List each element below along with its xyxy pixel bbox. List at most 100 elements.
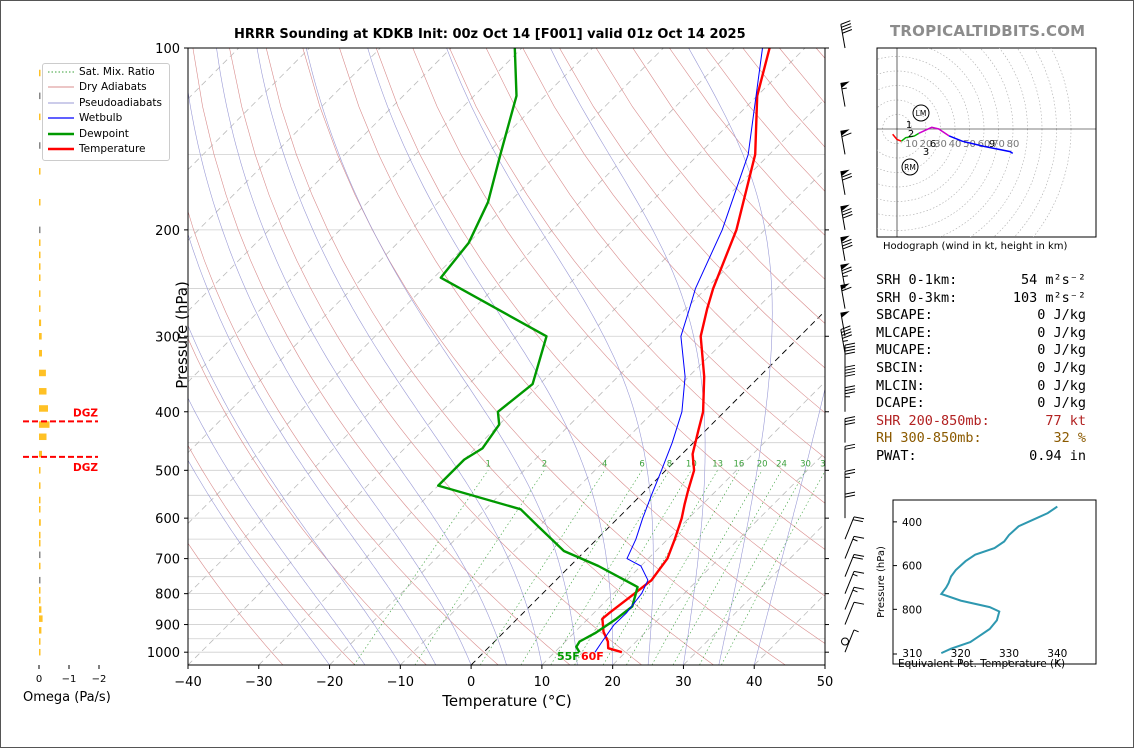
stat-value: 77 kt [1045, 412, 1086, 429]
stat-value: 0 J/kg [1037, 324, 1086, 341]
sounding-parameters: SRH 0-1km: 54 m²s⁻² SRH 0-3km: 103 m²s⁻² SBC… [876, 272, 1086, 466]
hodograph-ring-label: 20 [920, 139, 933, 150]
y-tick-label: 600 [155, 512, 180, 527]
omega-bar [39, 482, 41, 489]
legend-item: Dry Adiabats [43, 80, 169, 96]
dry-adiabat [192, 48, 571, 665]
isotherm [612, 452, 825, 665]
isotherm [188, 48, 735, 595]
omega-tick-label: −1 [62, 674, 77, 685]
barb-full [844, 367, 856, 371]
series-dewpoint [437, 48, 639, 653]
mixing-ratio-line [480, 470, 606, 665]
pseudoadiabat [753, 387, 825, 665]
omega-bar [39, 113, 41, 121]
mixing-ratio-label: 8 [667, 459, 672, 469]
legend-label: Wetbulb [79, 112, 123, 125]
legend-swatch [48, 148, 74, 151]
barb-flag [840, 235, 850, 243]
x-tick-label: 30 [675, 675, 692, 690]
y-tick-label: 200 [155, 224, 180, 239]
omega-bar [39, 531, 41, 539]
mixing-ratio-line [626, 470, 740, 665]
hodograph-height-label: 6 [930, 139, 936, 150]
barb-flag [840, 311, 850, 318]
barb-full [844, 351, 856, 355]
barb-full [844, 370, 856, 374]
theta-e-ylabel: Pressure (hPa) [876, 546, 887, 618]
barb-flag [840, 283, 850, 290]
mixing-ratio-line [353, 470, 489, 665]
stat-row: DCAPE: 0 J/kg [876, 395, 1086, 413]
legend-swatch [48, 86, 74, 88]
legend-label: Temperature [79, 143, 146, 156]
legend-label: Dry Adiabats [79, 81, 147, 94]
stat-label: SRH 0-1km: [876, 272, 958, 288]
y-tick-label: 700 [155, 553, 180, 568]
dry-adiabat [265, 48, 714, 665]
y-tick-label: 800 [155, 588, 180, 603]
wind-barb [844, 491, 856, 519]
theta-e-y-tick-label: 600 [902, 561, 922, 573]
stat-label: RH 300-850mb: [876, 430, 982, 447]
x-tick-label: 10 [534, 675, 551, 690]
surface-temp-label: 60F [581, 650, 604, 663]
x-tick-label: 0 [467, 675, 475, 690]
stat-value: 0.94 in [1029, 447, 1086, 464]
dry-adiabat [188, 542, 284, 665]
hodograph-frame [876, 47, 1097, 238]
barb-full [842, 334, 853, 339]
hodograph-height-label: 2 [908, 129, 914, 140]
omega-bar [39, 290, 41, 297]
stat-label: SBCIN: [876, 359, 925, 376]
legend-swatch [48, 117, 74, 119]
x-tick-label: −30 [245, 675, 272, 690]
barb-shaft [844, 536, 855, 559]
x-axis-label: Temperature (°C) [441, 692, 571, 710]
mixing-ratio-label: 24 [776, 459, 787, 469]
mixing-ratio-label: 1 [485, 459, 490, 469]
omega-tick-label: 0 [36, 674, 42, 685]
barb-shaft [844, 554, 855, 577]
series-wetbulb [594, 48, 763, 653]
omega-bar [39, 319, 42, 327]
dgz-label: DGZ [73, 407, 98, 419]
wind-barb [840, 169, 853, 195]
omega-bar [39, 142, 41, 149]
wind-barb [840, 235, 853, 261]
omega-bar [39, 496, 41, 504]
series-temperature [601, 48, 771, 654]
wind-barb [840, 283, 852, 309]
barb-flag [840, 169, 850, 177]
wind-barb [840, 325, 853, 354]
omega-bar [39, 433, 47, 441]
wind-barb [844, 385, 856, 412]
mixing-ratio-label: 4 [602, 459, 607, 469]
isotherm [329, 168, 825, 665]
pseudoadiabat [305, 48, 578, 665]
omega-bar [39, 648, 41, 656]
wind-barb [844, 586, 865, 610]
barb-full [844, 443, 856, 447]
legend-item: Temperature [43, 142, 169, 158]
hodograph-ring-label: 60 [978, 139, 991, 150]
mixing-ratio-label: 6 [639, 459, 644, 469]
barb-full [841, 23, 852, 28]
barb-flag [840, 204, 850, 212]
barb-full [841, 26, 852, 31]
dry-adiabat [485, 48, 825, 459]
omega-bar [39, 333, 42, 340]
dry-adiabat [522, 48, 825, 414]
barb-full [841, 331, 852, 336]
dry-adiabat [188, 210, 499, 665]
y-tick-label: 300 [155, 330, 180, 345]
theta-e-frame [892, 499, 1097, 665]
barb-full [844, 494, 856, 498]
barb-shaft [840, 312, 846, 337]
stat-label: DCAPE: [876, 395, 925, 412]
barb-full [840, 325, 851, 331]
barb-full [853, 516, 865, 520]
hodograph-caption: Hodograph (wind in kt, height in km) [883, 241, 1068, 252]
dry-adiabat [595, 48, 825, 324]
